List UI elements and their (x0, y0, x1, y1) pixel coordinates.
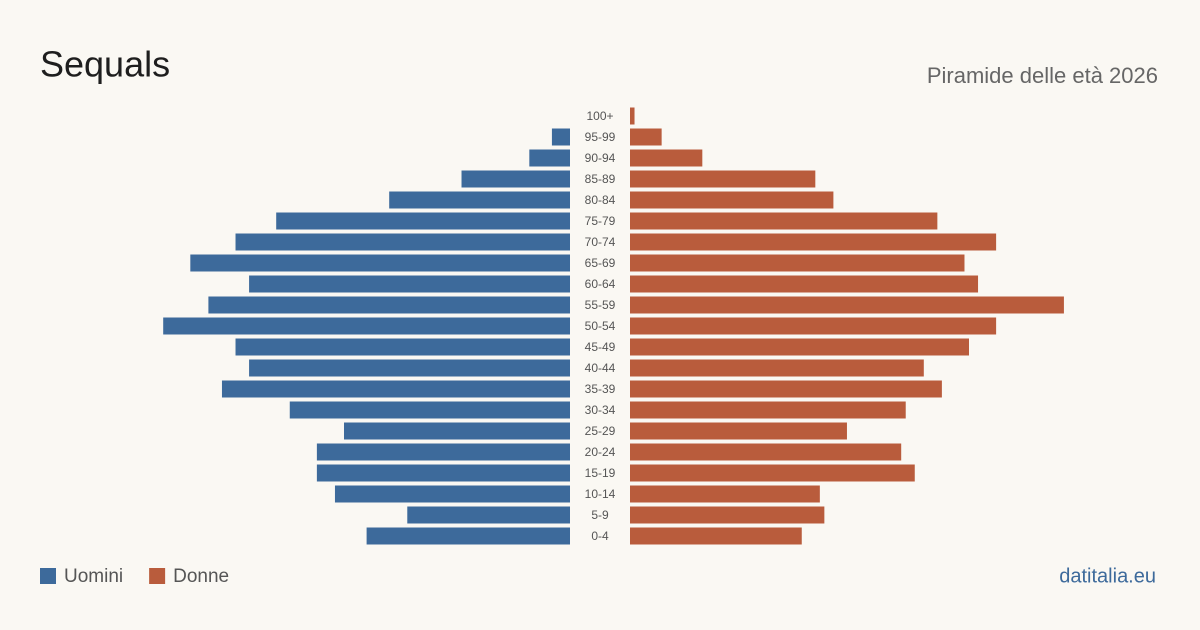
bar (630, 485, 820, 503)
bar (221, 380, 570, 398)
bar (316, 464, 570, 482)
age-label: 25-29 (585, 424, 616, 438)
legend-swatch (149, 568, 166, 584)
age-label: 20-24 (585, 445, 616, 459)
age-label: 55-59 (585, 298, 616, 312)
age-label: 15-19 (585, 466, 616, 480)
age-label: 80-84 (585, 193, 616, 207)
legend-label: Donne (173, 566, 229, 587)
source: datitalia.eu (1059, 565, 1156, 587)
bar (276, 212, 570, 230)
bar (630, 380, 942, 398)
bar (630, 107, 635, 125)
age-label: 75-79 (585, 214, 616, 228)
bar (366, 527, 570, 545)
age-label: 5-9 (591, 508, 609, 522)
age-label: 0-4 (591, 529, 609, 543)
age-label: 10-14 (585, 487, 616, 501)
bar (630, 191, 834, 209)
bar (630, 212, 938, 230)
bar (630, 296, 1064, 314)
legend-swatch (40, 568, 56, 584)
bar (630, 170, 816, 188)
age-label: 50-54 (585, 319, 616, 333)
age-label: 70-74 (585, 235, 616, 249)
bar (630, 317, 997, 335)
bar (289, 401, 570, 419)
age-label: 30-34 (585, 403, 616, 417)
bar (529, 149, 570, 167)
age-label: 35-39 (585, 382, 616, 396)
bar (551, 128, 570, 146)
bar (630, 443, 902, 461)
bar (461, 170, 570, 188)
bar (235, 338, 570, 356)
bar (163, 317, 570, 335)
chart-subtitle: Piramide delle età 2026 (927, 63, 1158, 88)
age-label: 40-44 (585, 361, 616, 375)
bar (208, 296, 570, 314)
bar (630, 338, 969, 356)
bar (630, 275, 979, 293)
bar (334, 485, 570, 503)
age-label: 100+ (586, 109, 613, 123)
legend-label: Uomini (64, 566, 123, 587)
age-label: 45-49 (585, 340, 616, 354)
bar (630, 359, 924, 377)
chart-title: Sequals (40, 44, 170, 85)
bar (249, 275, 570, 293)
bar (630, 527, 802, 545)
bar (630, 422, 847, 440)
bar (235, 233, 570, 251)
bar (630, 464, 915, 482)
bar (316, 443, 570, 461)
bar (630, 506, 825, 524)
bar (190, 254, 570, 272)
bar (630, 401, 906, 419)
bar (630, 128, 662, 146)
age-label: 95-99 (585, 130, 616, 144)
bar (344, 422, 570, 440)
bar (407, 506, 570, 524)
bar (630, 149, 703, 167)
age-label: 85-89 (585, 172, 616, 186)
age-label: 90-94 (585, 151, 616, 165)
bar (389, 191, 570, 209)
bar (249, 359, 570, 377)
age-label: 65-69 (585, 256, 616, 270)
bar (630, 254, 965, 272)
bar (630, 233, 997, 251)
age-label: 60-64 (585, 277, 616, 291)
